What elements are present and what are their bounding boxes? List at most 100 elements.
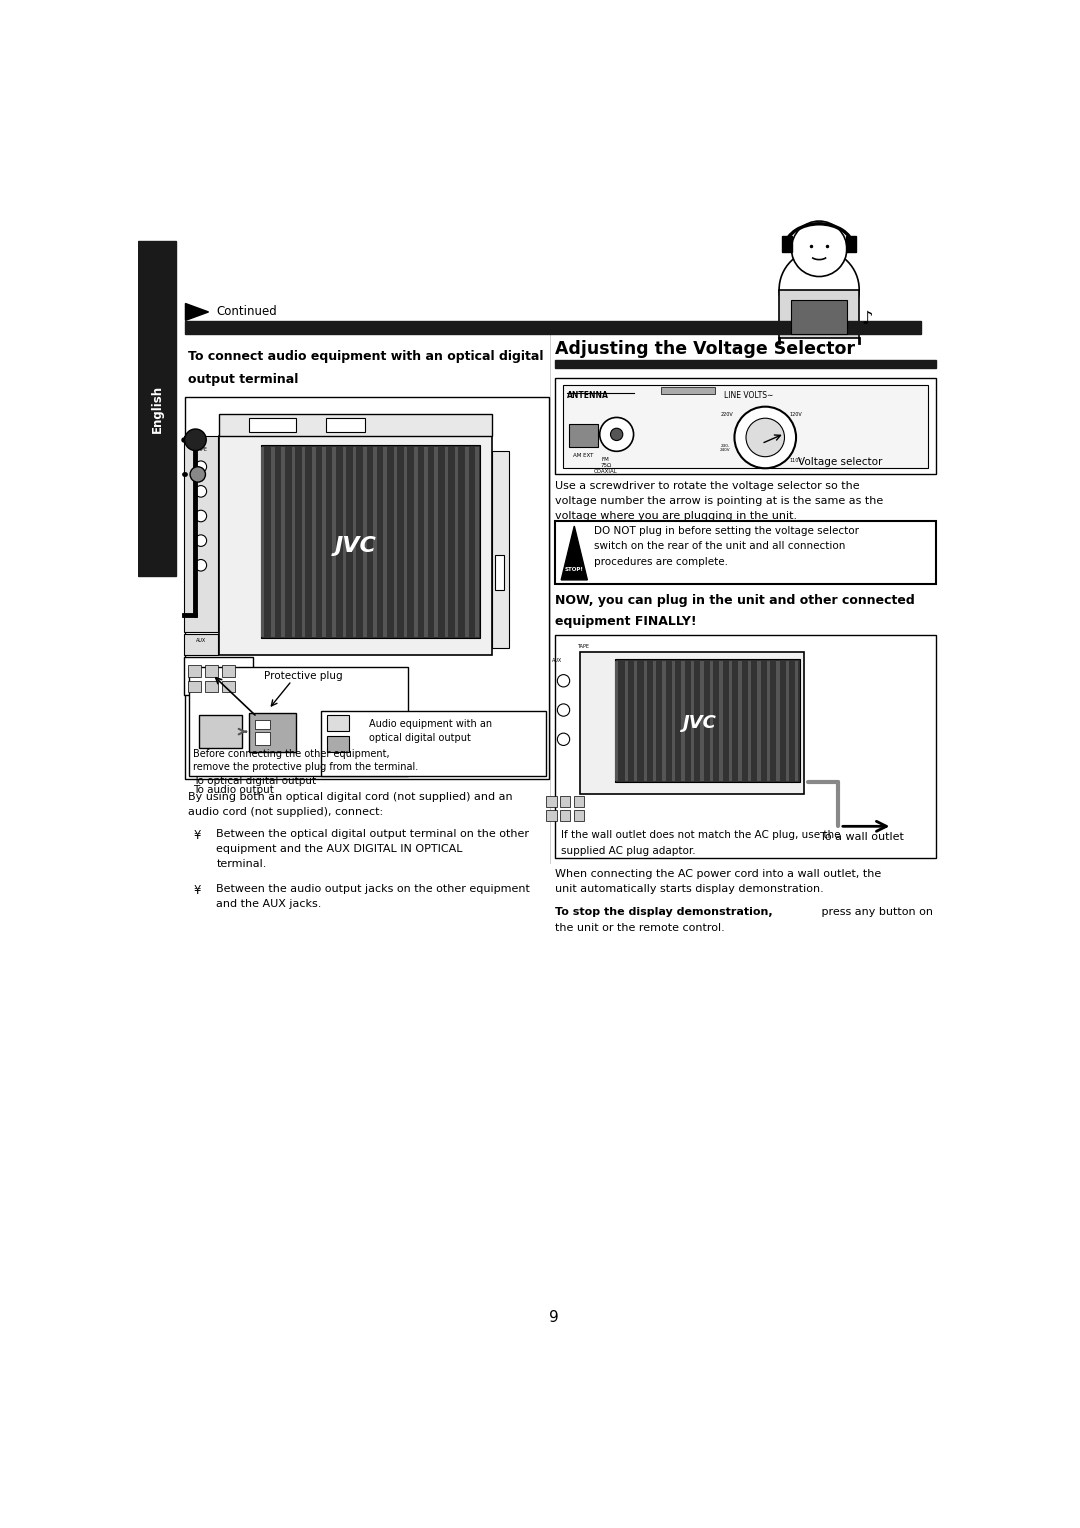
Bar [414, 446, 418, 637]
Bar [616, 659, 800, 782]
Bar [404, 446, 407, 637]
Bar [383, 446, 387, 637]
Bar [846, 237, 856, 252]
Bar [545, 796, 556, 807]
Text: voltage where you are plugging in the unit.: voltage where you are plugging in the un… [555, 512, 797, 521]
Text: AUX: AUX [552, 657, 563, 663]
Text: Adjusting the Voltage Selector: Adjusting the Voltage Selector [555, 339, 855, 358]
Bar [475, 446, 478, 637]
Bar [342, 446, 346, 637]
Text: 9: 9 [549, 1309, 558, 1325]
Bar [672, 660, 675, 781]
Text: optical digital output: optical digital output [368, 733, 471, 743]
Bar [188, 681, 201, 692]
Bar [701, 660, 704, 781]
Text: voltage number the arrow is pointing at is the same as the: voltage number the arrow is pointing at … [555, 497, 883, 506]
Text: To stop the display demonstration,: To stop the display demonstration, [555, 908, 772, 917]
Bar [777, 660, 780, 781]
Bar [434, 446, 438, 637]
Bar [559, 810, 570, 821]
Bar [644, 660, 647, 781]
Text: By using both an optical digital cord (not supplied) and an: By using both an optical digital cord (n… [188, 792, 512, 802]
Bar [218, 435, 491, 656]
Bar [634, 660, 637, 781]
Bar [555, 377, 936, 474]
Bar [374, 446, 377, 637]
Text: To a wall outlet: To a wall outlet [820, 833, 904, 842]
Bar [221, 681, 234, 692]
Circle shape [779, 249, 860, 330]
Bar [221, 665, 234, 677]
Circle shape [195, 559, 206, 571]
Text: ¥: ¥ [193, 828, 201, 842]
Circle shape [195, 486, 206, 497]
Bar [782, 237, 793, 252]
Bar [573, 810, 584, 821]
Bar [545, 810, 556, 821]
Text: area with the voltage selector on the rear of the unit.: area with the voltage selector on the re… [555, 397, 853, 408]
Bar [184, 634, 218, 656]
Text: To connect audio equipment with an optical digital: To connect audio equipment with an optic… [188, 350, 543, 362]
Polygon shape [186, 304, 208, 321]
Bar [205, 665, 218, 677]
Bar [249, 419, 296, 432]
Bar [779, 290, 860, 338]
Text: FM
75Ω
COAXIAL: FM 75Ω COAXIAL [594, 457, 618, 474]
Text: Before plugging in the unit, set the correct voltage for your: Before plugging in the unit, set the cor… [555, 380, 886, 391]
Text: JVC: JVC [683, 714, 717, 732]
Bar [569, 425, 598, 448]
Bar [691, 660, 694, 781]
Bar [255, 720, 270, 729]
Bar [555, 634, 936, 857]
Text: If the wall outlet does not match the AC plug, use the: If the wall outlet does not match the AC… [562, 830, 840, 840]
Bar [186, 321, 921, 335]
Bar [261, 446, 265, 637]
Bar [184, 657, 253, 695]
Bar [200, 715, 242, 747]
Circle shape [190, 466, 205, 483]
Text: JVC: JVC [335, 536, 376, 556]
Text: 230-
240V: 230- 240V [720, 445, 730, 452]
Bar [189, 666, 408, 776]
Text: equipment and the AUX DIGITAL IN OPTICAL: equipment and the AUX DIGITAL IN OPTICAL [216, 843, 462, 854]
Bar [555, 361, 936, 368]
Bar [188, 665, 201, 677]
Text: press any button on: press any button on [819, 908, 933, 917]
Bar [681, 660, 685, 781]
Circle shape [185, 429, 206, 451]
Text: and the AUX jacks.: and the AUX jacks. [216, 900, 322, 909]
Text: audio cord (not supplied), connect:: audio cord (not supplied), connect: [188, 807, 383, 817]
Text: 120V: 120V [789, 413, 802, 417]
Text: AUX: AUX [195, 639, 206, 643]
Text: AM EXT: AM EXT [573, 452, 594, 458]
Text: LINE VOLTS∼: LINE VOLTS∼ [725, 391, 773, 400]
Text: Use a screwdriver to rotate the voltage selector so the: Use a screwdriver to rotate the voltage … [555, 481, 860, 490]
Text: supplied AC plug adaptor.: supplied AC plug adaptor. [562, 845, 696, 856]
Text: ♪: ♪ [862, 310, 874, 329]
Bar [580, 651, 804, 795]
Bar [321, 711, 545, 776]
Bar [495, 555, 504, 590]
Bar [455, 446, 458, 637]
Text: English: English [150, 385, 163, 432]
Bar [261, 445, 481, 639]
Text: Protective plug: Protective plug [264, 671, 342, 681]
Bar [624, 660, 627, 781]
Bar [322, 446, 326, 637]
Text: Audio equipment with an: Audio equipment with an [368, 720, 491, 729]
Text: ¥: ¥ [193, 885, 201, 897]
Bar [767, 660, 770, 781]
Bar [491, 451, 509, 648]
Circle shape [746, 419, 784, 457]
Bar [138, 241, 176, 576]
Bar [563, 385, 929, 468]
Text: Between the optical digital output terminal on the other: Between the optical digital output termi… [216, 828, 529, 839]
Text: procedures are complete.: procedures are complete. [594, 556, 728, 567]
Bar [326, 419, 365, 432]
Circle shape [557, 675, 569, 688]
Bar [353, 446, 356, 637]
Bar [757, 660, 760, 781]
Circle shape [610, 428, 623, 440]
Bar [555, 521, 936, 584]
Bar [747, 660, 751, 781]
